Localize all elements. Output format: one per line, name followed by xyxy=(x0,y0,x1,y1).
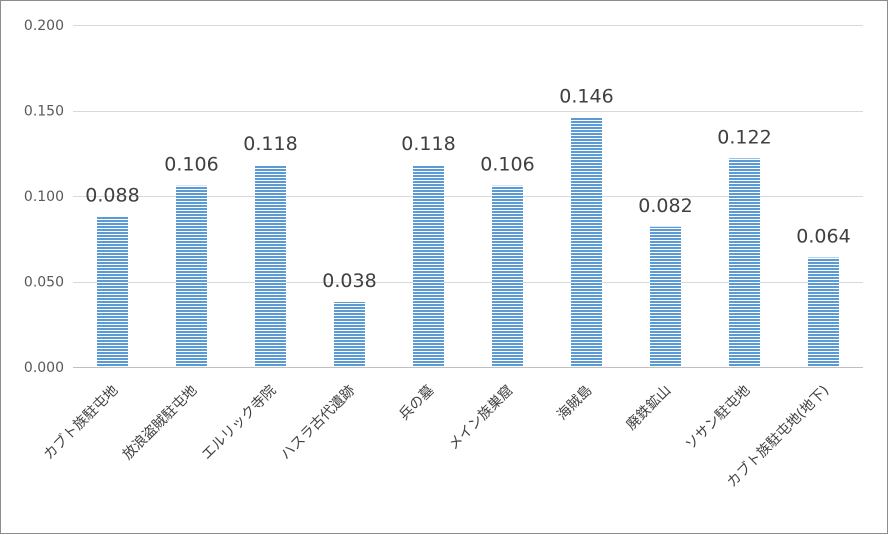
data-label: 0.088 xyxy=(85,185,139,207)
category-label: ソサン駐屯地 xyxy=(683,383,754,454)
category-label: ハスラ古代遺跡 xyxy=(278,383,359,464)
data-label: 0.082 xyxy=(638,195,692,217)
bar xyxy=(650,226,681,367)
y-tick-label: 0.150 xyxy=(24,104,64,120)
data-label: 0.118 xyxy=(243,133,297,155)
data-label: 0.146 xyxy=(559,85,613,107)
y-tick-label: 0.100 xyxy=(24,189,64,205)
y-tick-label: 0.000 xyxy=(24,360,64,376)
data-label: 0.122 xyxy=(717,126,771,148)
bar xyxy=(729,158,760,367)
category-label: 廃鉄鉱山 xyxy=(623,382,675,434)
bar xyxy=(176,185,207,367)
bar xyxy=(571,117,602,367)
y-tick-label: 0.200 xyxy=(24,18,64,34)
y-tick-label: 0.050 xyxy=(24,275,64,291)
bar xyxy=(492,185,523,367)
category-label: カブト族駐屯地 xyxy=(40,382,121,463)
bar xyxy=(255,165,286,367)
bar xyxy=(808,257,839,367)
category-label: 兵の墓 xyxy=(396,383,437,424)
bar xyxy=(97,216,128,367)
data-label: 0.064 xyxy=(796,226,850,248)
data-label: 0.038 xyxy=(322,270,376,292)
bar xyxy=(413,165,444,367)
data-label: 0.106 xyxy=(164,154,218,176)
category-label: 海賊島 xyxy=(554,383,595,424)
category-label: エルリック寺院 xyxy=(199,383,280,464)
data-label: 0.106 xyxy=(480,154,534,176)
category-label: 放浪盗賊駐屯地 xyxy=(120,383,201,464)
category-label: メイン族巣窟 xyxy=(445,382,516,453)
bar xyxy=(334,302,365,367)
data-label: 0.118 xyxy=(401,133,455,155)
